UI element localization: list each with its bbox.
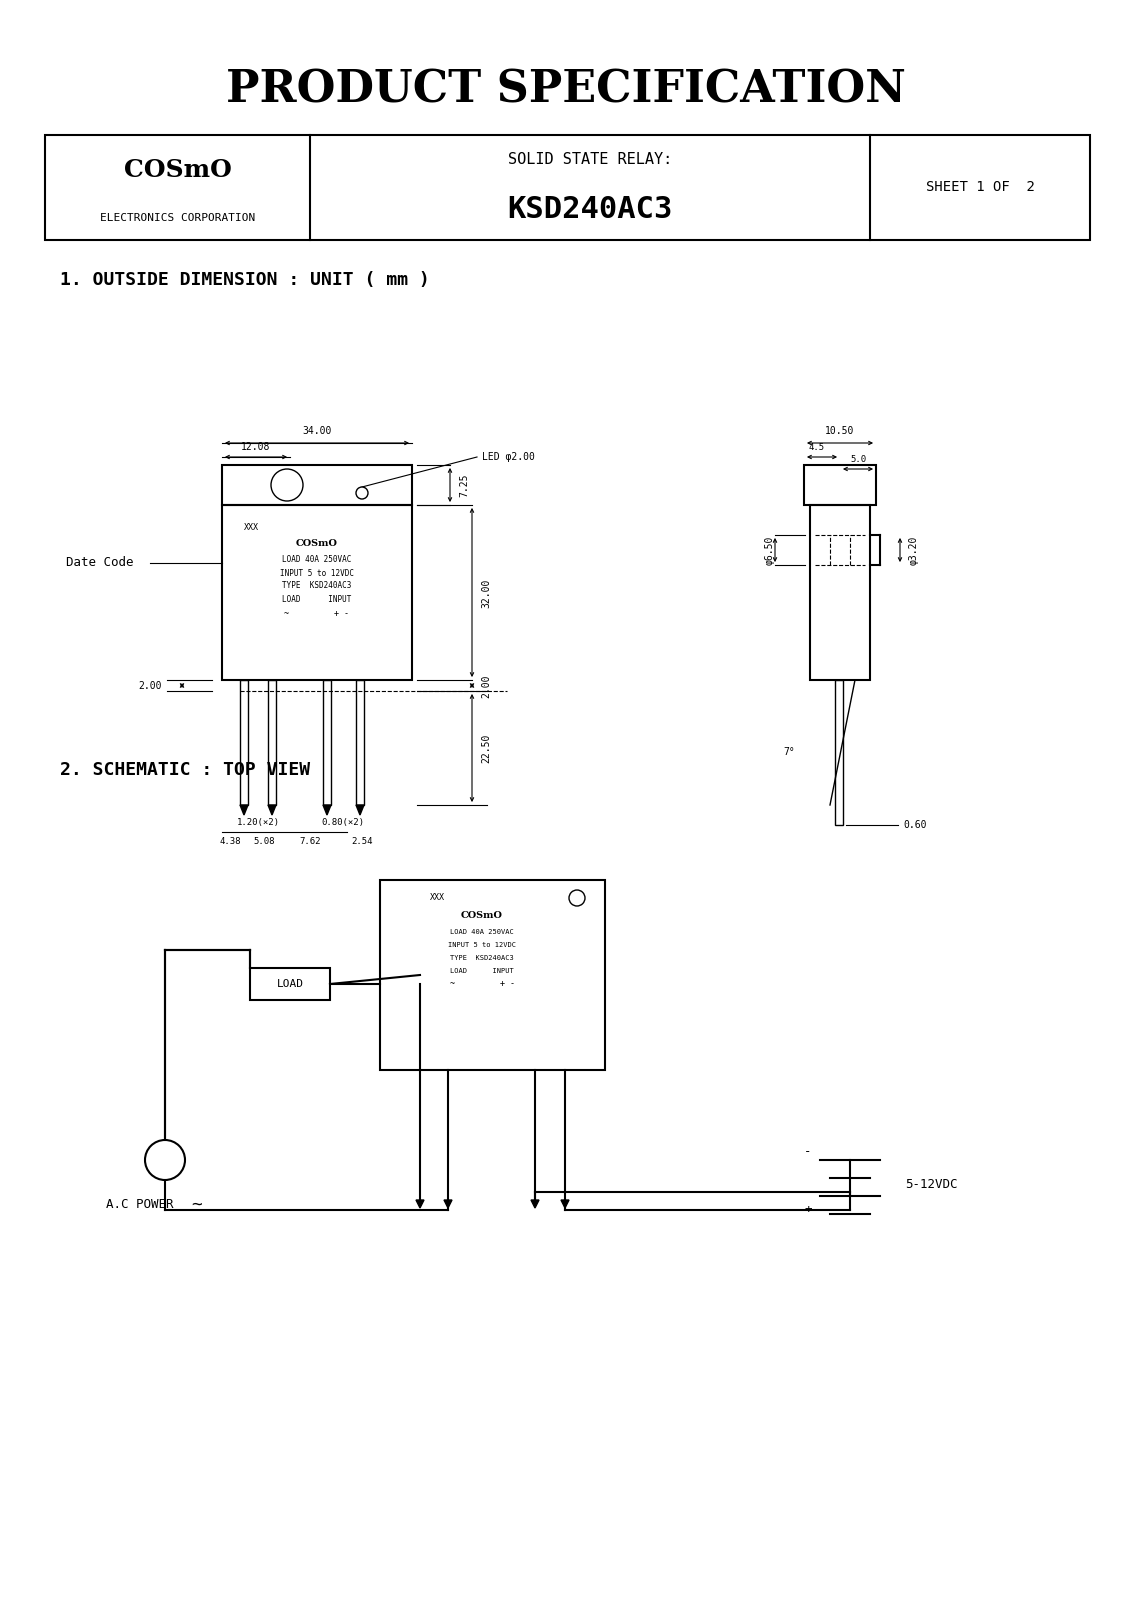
Text: KSD240AC3: KSD240AC3 xyxy=(508,195,673,224)
Polygon shape xyxy=(530,1200,539,1208)
Text: INPUT 5 to 12VDC: INPUT 5 to 12VDC xyxy=(280,568,354,578)
Text: LOAD      INPUT: LOAD INPUT xyxy=(283,595,352,603)
Bar xyxy=(804,466,877,506)
Text: LOAD 40A 250VAC: LOAD 40A 250VAC xyxy=(283,555,352,565)
Text: 1. OUTSIDE DIMENSION : UNIT ( mm ): 1. OUTSIDE DIMENSION : UNIT ( mm ) xyxy=(60,270,430,290)
Bar xyxy=(250,968,330,1000)
Text: TYPE  KSD240AC3: TYPE KSD240AC3 xyxy=(283,581,352,590)
Text: +: + xyxy=(804,1203,812,1216)
Text: 5.08: 5.08 xyxy=(253,837,275,846)
Polygon shape xyxy=(444,1200,452,1208)
Text: LOAD: LOAD xyxy=(276,979,303,989)
Text: 34.00: 34.00 xyxy=(302,426,331,435)
Text: 22.50: 22.50 xyxy=(481,733,491,763)
Text: 4.5: 4.5 xyxy=(809,443,824,451)
Text: 7.62: 7.62 xyxy=(300,837,321,846)
Text: 7.25: 7.25 xyxy=(459,474,469,496)
Text: φ6.50: φ6.50 xyxy=(765,536,775,565)
Polygon shape xyxy=(416,1200,424,1208)
Text: φ3.20: φ3.20 xyxy=(909,536,920,565)
Bar xyxy=(810,506,870,680)
Bar xyxy=(380,880,605,1070)
Text: ELECTRONICS CORPORATION: ELECTRONICS CORPORATION xyxy=(100,213,256,222)
Text: XXX: XXX xyxy=(244,523,259,531)
Bar xyxy=(835,680,843,826)
Text: XXX: XXX xyxy=(430,893,444,902)
Circle shape xyxy=(356,486,368,499)
Text: LOAD 40A 250VAC: LOAD 40A 250VAC xyxy=(450,930,513,934)
Text: SOLID STATE RELAY:: SOLID STATE RELAY: xyxy=(508,152,672,168)
Circle shape xyxy=(271,469,303,501)
Text: COSmO: COSmO xyxy=(123,158,232,182)
Text: 4.38: 4.38 xyxy=(219,837,241,846)
Bar xyxy=(356,680,364,805)
Text: ~         + -: ~ + - xyxy=(449,979,515,989)
Polygon shape xyxy=(323,805,331,814)
Circle shape xyxy=(145,1139,185,1181)
Bar xyxy=(240,680,248,805)
Text: A.C POWER: A.C POWER xyxy=(106,1198,174,1211)
Polygon shape xyxy=(268,805,276,814)
Text: SHEET 1 OF  2: SHEET 1 OF 2 xyxy=(925,179,1035,194)
Text: 2. SCHEMATIC : TOP VIEW: 2. SCHEMATIC : TOP VIEW xyxy=(60,762,310,779)
Bar xyxy=(268,680,276,805)
Text: 5-12VDC: 5-12VDC xyxy=(905,1179,958,1192)
Text: 0.80(×2): 0.80(×2) xyxy=(321,819,364,827)
Text: LED φ2.00: LED φ2.00 xyxy=(482,451,535,462)
Polygon shape xyxy=(240,805,248,814)
Polygon shape xyxy=(356,805,364,814)
Polygon shape xyxy=(561,1200,569,1208)
Text: 10.50: 10.50 xyxy=(826,426,855,435)
Text: 0.60: 0.60 xyxy=(903,819,926,830)
Text: PRODUCT SPECIFICATION: PRODUCT SPECIFICATION xyxy=(225,69,906,112)
Bar xyxy=(323,680,331,805)
Text: 5.0: 5.0 xyxy=(849,454,866,464)
Text: COSmO: COSmO xyxy=(296,539,338,547)
Text: ~         + -: ~ + - xyxy=(285,608,349,618)
Circle shape xyxy=(569,890,585,906)
Text: ~: ~ xyxy=(191,1197,202,1214)
Text: TYPE  KSD240AC3: TYPE KSD240AC3 xyxy=(450,955,513,962)
Text: 2.00: 2.00 xyxy=(138,682,162,691)
Text: LOAD      INPUT: LOAD INPUT xyxy=(450,968,513,974)
Text: 1.20(×2): 1.20(×2) xyxy=(236,819,279,827)
Text: 7°: 7° xyxy=(784,747,795,757)
Text: 32.00: 32.00 xyxy=(481,578,491,608)
Text: 12.08: 12.08 xyxy=(241,442,270,451)
Text: -: - xyxy=(804,1146,812,1158)
Text: Date Code: Date Code xyxy=(67,557,133,570)
Bar xyxy=(45,134,1090,240)
Text: 2.54: 2.54 xyxy=(352,837,373,846)
Bar xyxy=(222,506,412,680)
Text: COSmO: COSmO xyxy=(461,910,503,920)
Bar xyxy=(222,466,412,506)
Text: 2.00: 2.00 xyxy=(481,674,491,698)
Text: INPUT 5 to 12VDC: INPUT 5 to 12VDC xyxy=(448,942,516,947)
